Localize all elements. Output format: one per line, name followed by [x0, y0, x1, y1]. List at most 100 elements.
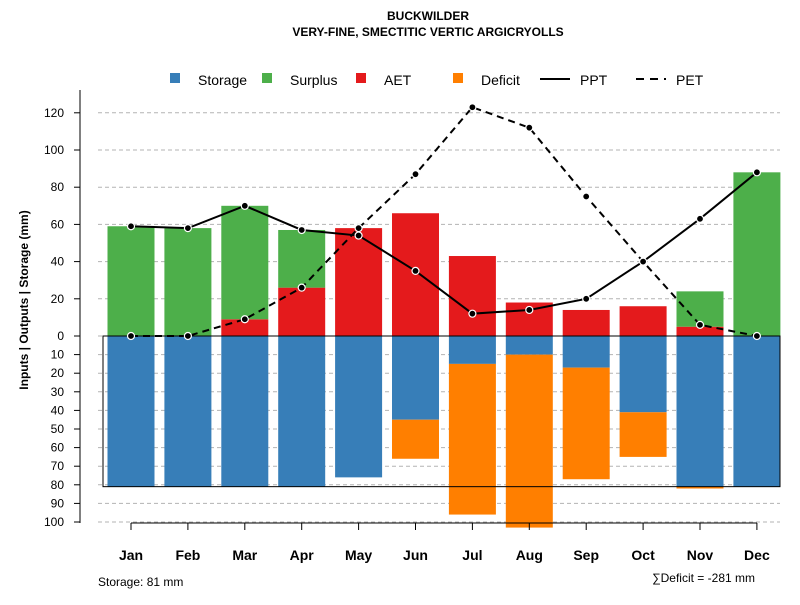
legend-label-ppt: PPT: [580, 72, 608, 88]
deficit-bar: [676, 486, 724, 489]
legend-swatch-deficit: [453, 73, 463, 83]
pet-line-point: [240, 315, 249, 324]
ppt-line-point: [183, 224, 192, 233]
storage-bar: [562, 336, 610, 368]
x-tick-label: Jul: [462, 547, 482, 563]
legend-swatch-storage: [170, 73, 180, 83]
x-tick-label: Nov: [687, 547, 714, 563]
lines: [126, 103, 762, 341]
legend-swatch-aet: [356, 73, 366, 83]
storage-bar: [676, 336, 724, 487]
deficit-note: ∑Deficit = -281 mm: [652, 571, 755, 585]
storage-bar: [278, 336, 326, 487]
aet-bar: [619, 306, 667, 336]
y-tick-label: 100: [44, 515, 64, 529]
legend-label-storage: Storage: [198, 72, 247, 88]
x-tick-label: Apr: [290, 547, 315, 563]
legend-swatch-surplus: [262, 73, 272, 83]
surplus-bar: [278, 229, 326, 288]
surplus-bar: [164, 228, 212, 336]
pet-line-point: [411, 170, 420, 179]
storage-bar: [164, 336, 212, 487]
y-tick-label: 40: [51, 403, 65, 417]
storage-bar: [107, 336, 155, 487]
surplus-bar: [733, 172, 781, 336]
y-tick-label: 20: [51, 366, 65, 380]
pet-line-point: [354, 224, 363, 233]
surplus-bar: [221, 205, 269, 320]
ppt-line-point: [638, 257, 648, 266]
storage-bar: [505, 336, 553, 355]
legend-label-deficit: Deficit: [481, 72, 520, 88]
ppt-line-point: [240, 201, 249, 210]
x-tick-label: Sep: [573, 547, 599, 563]
storage-bar: [733, 336, 781, 487]
ppt-line: [130, 171, 758, 315]
ppt-line-point: [354, 231, 363, 240]
pet-line-point: [582, 192, 591, 201]
y-tick-label: 0: [57, 329, 64, 343]
x-tick-label: Mar: [232, 547, 257, 563]
x-tick-label: Jun: [403, 547, 428, 563]
legend-label-aet: AET: [384, 72, 412, 88]
pet-line-point: [525, 123, 534, 132]
deficit-bar: [505, 354, 553, 528]
deficit-bar: [392, 419, 439, 459]
y-tick-label: 40: [51, 255, 65, 269]
y-tick-label: 80: [51, 478, 65, 492]
y-tick-label: 10: [51, 348, 65, 362]
storage-bar: [619, 336, 667, 413]
x-tick-label: Feb: [175, 547, 200, 563]
aet-bar: [562, 309, 610, 336]
storage-bar: [392, 336, 439, 420]
y-tick-label: 70: [51, 459, 65, 473]
legend-label-pet: PET: [676, 72, 704, 88]
y-tick-label: 90: [51, 496, 65, 510]
y-tick-label: 30: [51, 385, 65, 399]
y-tick-label: 50: [51, 422, 65, 436]
ppt-line-point: [126, 222, 136, 231]
ppt-line-point: [297, 225, 306, 235]
pet-line: [131, 106, 758, 337]
pet-line-point: [126, 331, 136, 341]
ppt-line-point: [582, 294, 591, 303]
y-tick-label: 80: [51, 180, 65, 194]
x-tick-label: Dec: [744, 547, 770, 563]
ppt-line-point: [695, 214, 705, 223]
pet-line-point: [695, 320, 705, 329]
y-tick-label: 100: [44, 143, 64, 157]
ppt-line-point: [411, 266, 420, 275]
ppt-line-point: [752, 168, 762, 177]
x-tick-label: Jan: [119, 547, 143, 563]
storage-bar: [448, 336, 496, 364]
pet-line-point: [752, 331, 762, 341]
pet-line-point: [183, 331, 192, 341]
surplus-bar: [107, 226, 155, 336]
deficit-bar: [448, 363, 496, 515]
x-tick-label: Aug: [516, 547, 543, 563]
pet-line-point: [297, 283, 306, 292]
aet-bar: [221, 319, 269, 336]
y-tick-label: 60: [51, 217, 65, 231]
aet-bar: [676, 326, 724, 336]
ppt-line-point: [468, 309, 477, 318]
chart-subtitle: VERY-FINE, SMECTITIC VERTIC ARGICRYOLLS: [292, 25, 563, 39]
chart-title: BUCKWILDER: [387, 9, 469, 23]
x-tick-label: Oct: [631, 547, 655, 563]
storage-bar: [335, 336, 383, 478]
storage-bar: [221, 336, 269, 487]
bars: [102, 172, 781, 528]
deficit-bar: [562, 367, 610, 480]
deficit-bar: [619, 412, 667, 457]
legend-label-surplus: Surplus: [290, 72, 337, 88]
aet-bar: [278, 287, 326, 336]
x-tick-label: May: [345, 547, 372, 563]
legend: Storage Surplus AET Deficit PPT PET: [170, 72, 704, 88]
y-tick-label: 60: [51, 441, 65, 455]
axes: 0 20 40 60 80 100 120 10 20 30 40 50 60 70 80 90 100 Jan F…: [44, 90, 770, 563]
aet-bar: [448, 256, 496, 336]
storage-capacity-box: [102, 335, 781, 488]
ppt-line-point: [525, 305, 534, 315]
